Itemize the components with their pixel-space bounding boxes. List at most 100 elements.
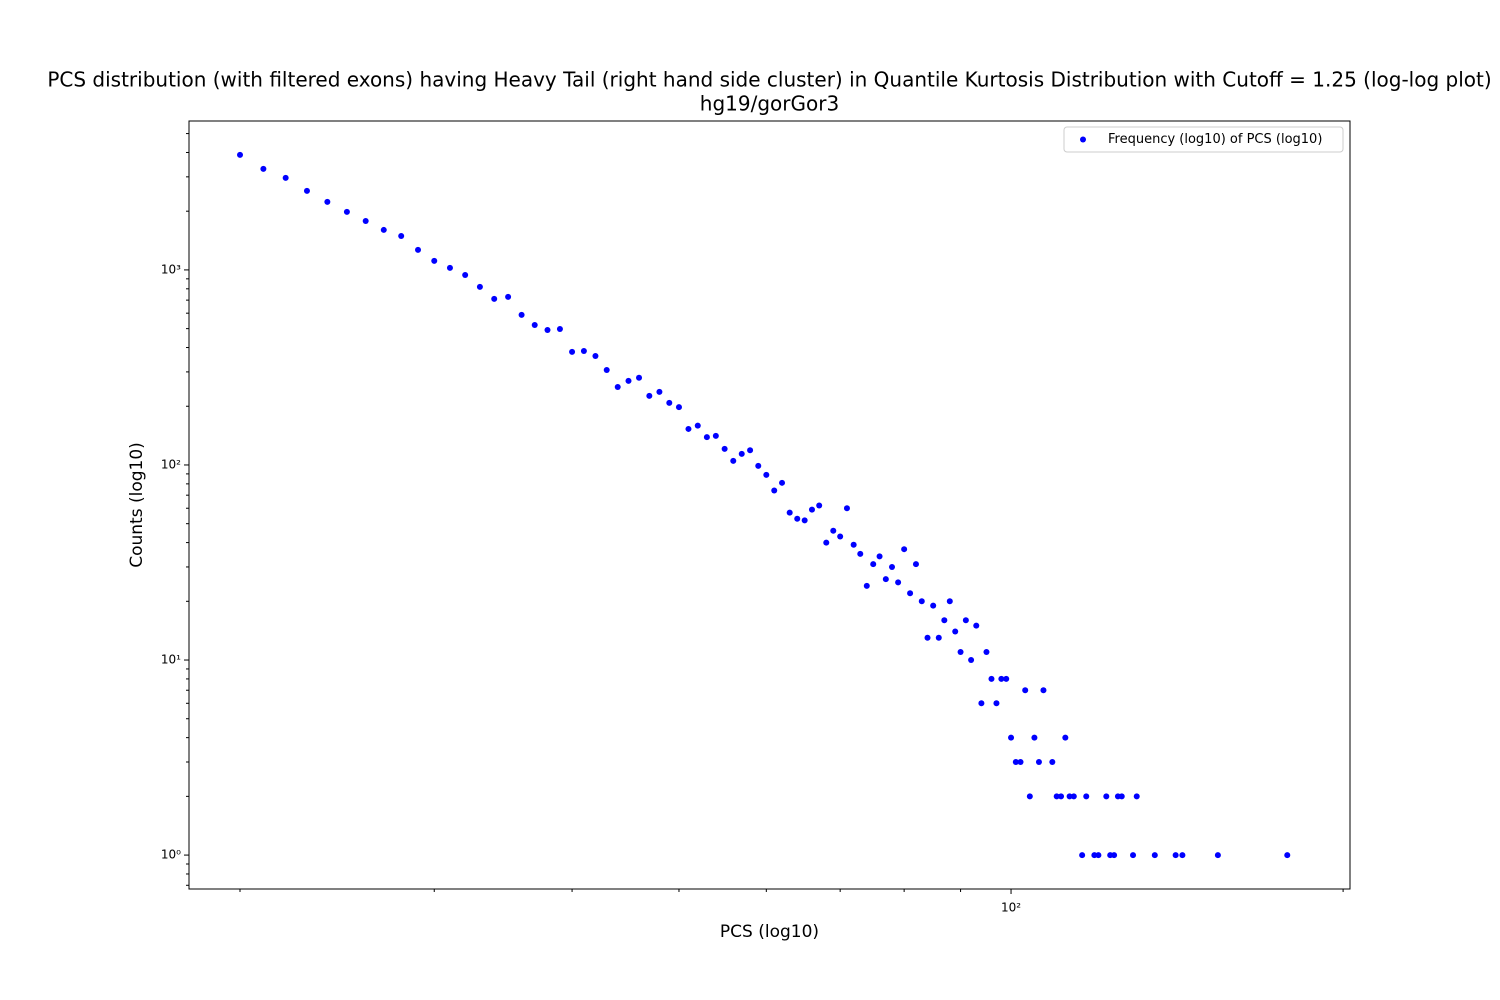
scatter-point [957,648,964,655]
scatter-point [462,271,469,278]
scatter-point [850,541,857,548]
scatter-point [837,533,844,540]
scatter-point [446,264,453,271]
scatter-point [1066,793,1073,800]
scatter-point [712,432,719,439]
scatter-point [1053,793,1060,800]
scatter-point [1118,793,1125,800]
scatter-point [603,366,610,373]
scatter-point [912,561,919,568]
scatter-point [930,602,937,609]
scatter-point [801,517,808,524]
y-tick-label: 10² [161,457,181,471]
scatter-point [882,576,889,583]
scatter-point [656,388,663,395]
scatter-point [260,165,267,172]
scatter-point [666,399,673,406]
scatter-point [901,546,908,553]
scatter-point [738,450,745,457]
scatter-point [786,509,793,516]
y-axis-label: Counts (log10) [127,442,147,568]
scatter-point [1151,852,1158,859]
scatter-point [779,479,786,486]
scatter-point [398,232,405,239]
scatter-point [592,352,599,359]
legend-marker [1080,136,1086,143]
scatter-point [747,447,754,454]
scatter-point [918,598,925,605]
scatter-point [973,622,980,629]
x-axis-label: PCS (log10) [720,922,819,942]
scatter-point [1179,852,1186,859]
scatter-point [614,384,621,391]
scatter-point [415,246,422,253]
scatter-point [1012,759,1019,766]
y-tick-label: 10³ [161,262,181,276]
scatter-point [1026,793,1033,800]
scatter-point [556,325,563,332]
legend-label: Frequency (log10) of PCS (log10) [1108,132,1322,147]
scatter-point [1070,793,1077,800]
scatter-point [646,392,653,399]
scatter-point [863,582,870,589]
scatter-point [978,700,985,707]
scatter-point [675,404,682,411]
scatter-point [1130,852,1137,859]
scatter-point [857,550,864,557]
scatter-point [431,257,438,264]
scatter-point [362,217,369,224]
scatter-point [924,634,931,641]
scatter-point [636,374,643,381]
scatter-point [895,579,902,586]
y-tick-label: 10¹ [161,653,181,667]
scatter-point [343,208,350,215]
scatter-point [763,471,770,478]
scatter-point [1035,759,1042,766]
scatter-point [816,502,823,509]
scatter-point [1111,852,1118,859]
scatter-point [1003,675,1010,682]
scatter-point [505,293,512,300]
scatter-point [983,648,990,655]
scatter-point [730,457,737,464]
scatter-point [968,657,975,664]
scatter-point [946,598,953,605]
scatter-point [324,198,331,205]
scatter-point [988,675,995,682]
scatter-point [1083,793,1090,800]
scatter-point [685,425,692,432]
scatter-point [1095,852,1102,859]
scatter-point [1079,852,1086,859]
scatter-point [703,434,710,441]
scatter-point [962,617,969,624]
scatter-point [491,295,498,302]
scatter-point [907,590,914,597]
scatter-point [1008,734,1015,741]
scatter-point [998,675,1005,682]
scatter-point [823,539,830,546]
scatter-point [889,563,896,570]
scatter-point [1172,852,1179,859]
y-tick-label: 10⁰ [161,848,181,862]
scatter-point [876,553,883,560]
scatter-point [721,445,728,452]
scatter-point [1133,793,1140,800]
scatter-point [569,348,576,355]
scatter-point [808,506,815,513]
scatter-point [1284,852,1291,859]
scatter-point [518,311,525,318]
scatter-point [237,151,244,158]
scatter-point [544,326,551,333]
scatter-point [843,505,850,512]
scatter-point [870,561,877,568]
scatter-point [941,617,948,624]
scatter-point [1103,793,1110,800]
plot-frame [188,120,1351,890]
x-tick-label: 10² [1001,901,1021,915]
scatter-point [625,377,632,384]
scatter-point [580,347,587,354]
scatter-point [1022,687,1029,694]
scatter-point [952,628,959,635]
